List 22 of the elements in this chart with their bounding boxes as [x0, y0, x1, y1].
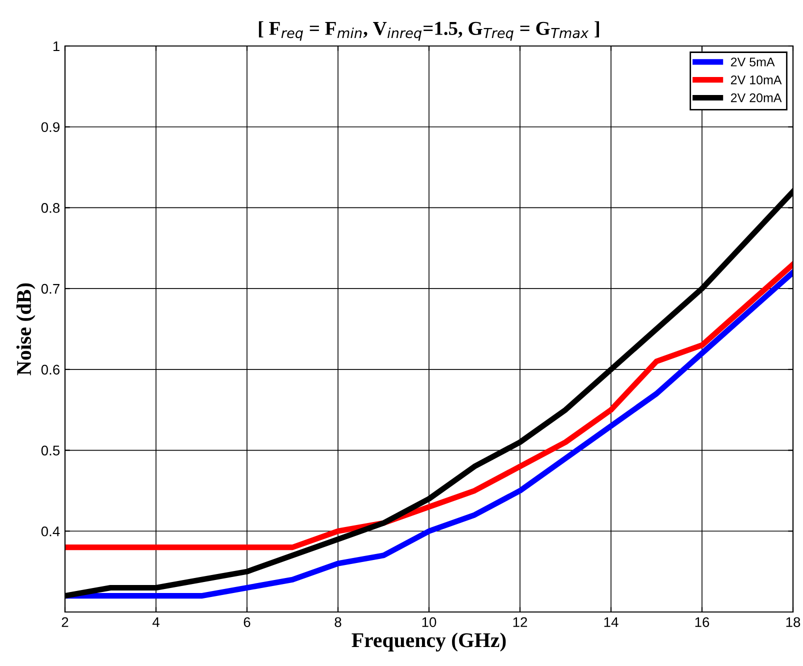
x-tick-label: 6	[244, 617, 250, 628]
legend-label: 2V 5mA	[730, 58, 775, 66]
y-tick-label: 0.4	[41, 526, 60, 536]
legend-label: 2V 20mA	[730, 93, 782, 102]
x-tick-label: 14	[604, 617, 618, 627]
x-tick-label: 2	[62, 617, 68, 627]
x-tick-label: 4	[152, 617, 160, 627]
y-tick-label: 0.6	[41, 364, 60, 375]
y-tick-label: 1	[53, 41, 60, 52]
x-axis-title: Frequency (GHz)	[352, 632, 506, 652]
x-tick-label: 10	[422, 617, 436, 628]
x-tick-label: 12	[513, 617, 528, 627]
chart-title: [ F$_{req}$ = F$_{min}$, V$_{inreq}$=1.5, G$_{Treq}$ = G$_{Tmax}$ ]	[258, 21, 599, 41]
x-tick-label: 8	[334, 617, 342, 628]
y-axis-title: Noise (dB)	[16, 283, 36, 376]
y-tick-label: 0.7	[41, 284, 60, 294]
y-tick-label: 0.8	[41, 203, 60, 213]
x-tick-label: 16	[695, 617, 710, 628]
y-tick-label: 0.5	[41, 446, 60, 456]
y-tick-label: 0.9	[41, 122, 60, 132]
legend-label: 2V 10mA	[730, 75, 782, 84]
x-tick-label: 18	[786, 617, 800, 628]
